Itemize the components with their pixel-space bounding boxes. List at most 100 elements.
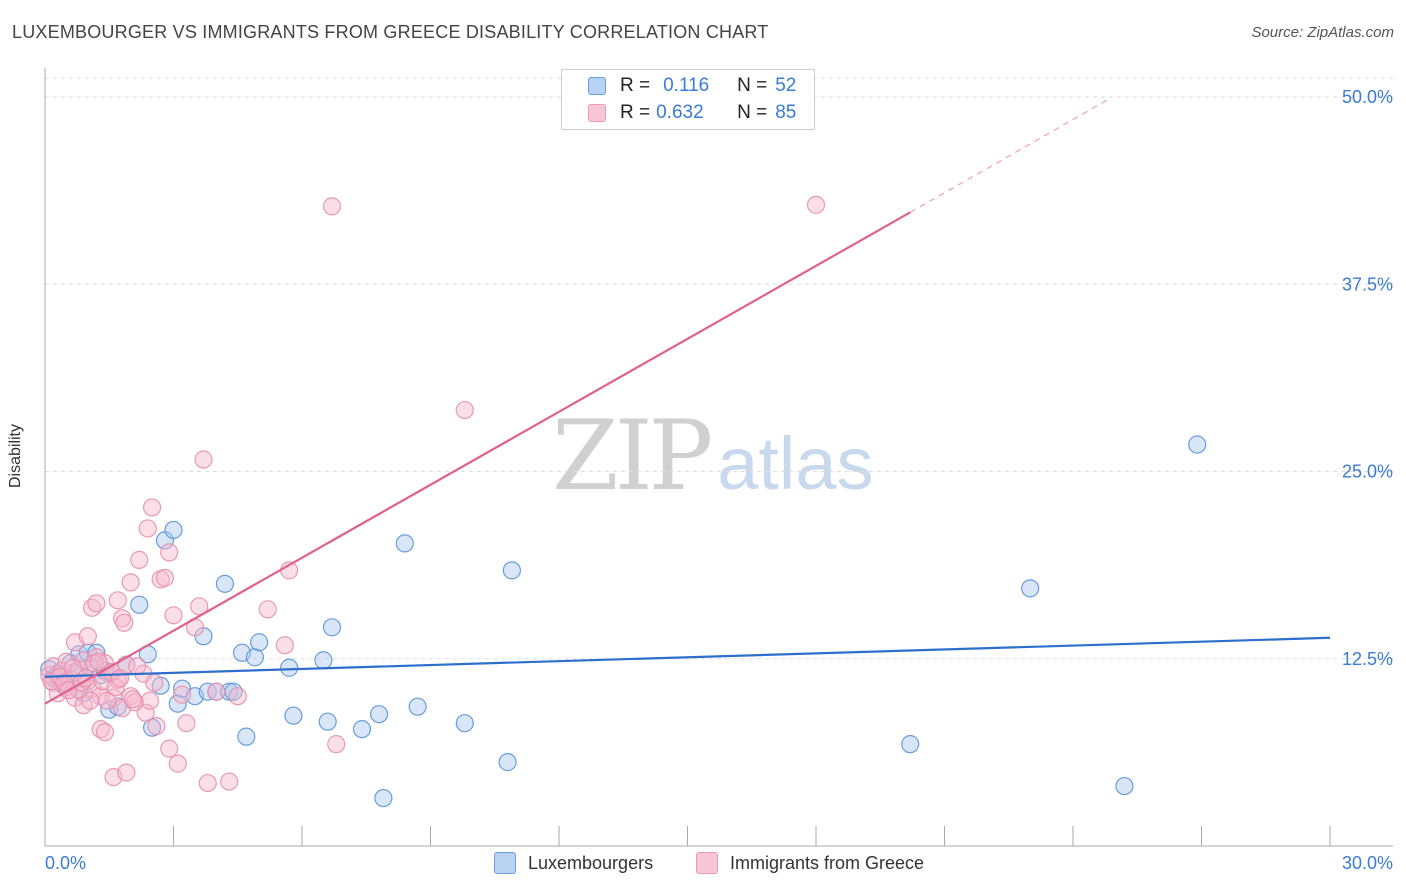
luxembourgers-point-34 [245,648,264,667]
y-tick-label-0: 12.5% [1342,649,1393,669]
trend-lines [44,99,1331,705]
greece-point-83 [140,691,160,710]
luxembourgers-point-35 [250,633,269,652]
greece-point-63 [806,195,826,214]
r-value: 0.632 [656,102,704,123]
legend-label-luxembourgers: Luxembourgers [528,852,654,873]
n-value: 85 [775,102,797,123]
greece-swatch [588,104,606,122]
legend-item-luxembourgers[interactable]: Luxembourgers [494,852,653,874]
luxembourgers-point-49 [901,735,920,754]
greece-point-46 [164,606,183,625]
source-label: Source: ZipAtlas.com [1251,24,1394,41]
greece-point-75 [98,691,117,710]
chart-title: LUXEMBOURGER VS IMMIGRANTS FROM GREECE D… [12,22,769,42]
n-label: N = [737,75,768,96]
greece-point-82 [136,703,155,722]
luxembourgers-point-38 [314,651,333,670]
tick-labels: 12.5% 25.0% 37.5% 50.0% 0.0% 30.0% [45,87,1393,873]
luxembourgers-point-45 [408,697,427,716]
luxembourgers-point-37 [284,706,303,725]
stats-legend-row-greece: R = 0.632 N = 85 [562,100,796,126]
data-points [40,195,1207,808]
luxembourgers-point-33 [237,727,256,746]
luxembourgers-point-48 [502,561,521,580]
greece-point-15 [78,627,97,646]
greece-point-32 [117,763,136,782]
series-legend: Luxembourgers Immigrants from Greece [0,852,1406,878]
stats-legend: R = 0.116 N = 52 R = 0.632 N = 85 [561,69,815,130]
luxembourgers-point-41 [352,720,372,739]
r-label: R = [620,75,651,96]
luxembourgers-point-23 [168,694,187,713]
greece-point-43 [155,568,175,587]
y-tick-label-2: 37.5% [1342,274,1393,294]
luxembourgers-trend-line [44,636,1331,678]
greece-point-78 [110,669,130,688]
luxembourgers-point-36 [280,658,299,677]
greece-point-40 [142,498,162,517]
legend-swatch-luxembourgers [494,852,516,874]
luxembourgers-point-39 [318,712,337,731]
greece-trend-extension [909,99,1108,213]
greece-point-79 [115,613,134,632]
luxembourgers-point-51 [1115,776,1134,796]
greece-point-62 [455,400,474,420]
greece-point-48 [172,685,192,704]
greece-point-57 [258,600,277,619]
greece-point-47 [168,754,187,773]
greece-point-77 [106,678,125,697]
luxembourgers-point-43 [374,788,393,808]
legend-swatch-greece [696,852,718,874]
r-label: R = [620,102,651,123]
greece-point-41 [147,717,166,736]
luxembourgers-point-29 [215,574,234,593]
n-value: 52 [775,75,797,96]
axes [44,68,1393,847]
luxembourgers-point-42 [370,705,389,724]
greece-point-24 [95,723,115,742]
luxembourgers-point-40 [322,618,342,637]
greece-point-37 [130,550,149,569]
greece-point-80 [123,690,142,709]
greece-point-39 [138,519,157,538]
luxembourgers-point-52 [1188,435,1207,454]
r-value: 0.116 [663,75,710,96]
y-tick-label-1: 25.0% [1342,462,1393,482]
greece-point-52 [194,450,213,469]
luxembourgers-point-44 [395,534,414,553]
legend-label-greece: Immigrants from Greece [730,852,925,873]
greece-point-29 [108,591,127,610]
luxembourgers-swatch [588,77,606,95]
luxembourgers-point-47 [498,753,517,772]
greece-point-53 [198,773,217,793]
greece-point-56 [228,687,247,706]
greece-point-60 [327,735,346,754]
greece-point-35 [121,573,140,592]
gridlines [45,77,1393,660]
greece-point-73 [89,652,108,671]
luxembourgers-point-17 [130,595,149,614]
greece-point-84 [145,673,164,692]
legend-item-greece[interactable]: Immigrants from Greece [696,852,924,874]
greece-point-44 [160,739,179,758]
luxembourgers-point-46 [455,714,474,733]
greece-point-81 [127,657,147,676]
x-tick-label-1: 30.0% [1342,853,1393,873]
greece-point-49 [177,714,196,733]
luxembourgers-point-30 [220,682,239,701]
y-tick-label-3: 50.0% [1342,87,1393,107]
greece-trend-line [44,211,911,705]
stats-legend-row-luxembourgers: R = 0.116 N = 52 [562,73,796,99]
greece-point-58 [275,636,294,655]
greece-point-55 [220,772,239,791]
luxembourgers-point-22 [164,520,183,540]
x-tick-label-0: 0.0% [45,853,86,873]
greece-point-71 [80,691,100,710]
greece-point-20 [87,594,106,613]
luxembourgers-point-50 [1021,579,1040,598]
greece-point-54 [207,682,226,701]
greece-point-45 [160,543,179,562]
n-label: N = [737,102,768,123]
